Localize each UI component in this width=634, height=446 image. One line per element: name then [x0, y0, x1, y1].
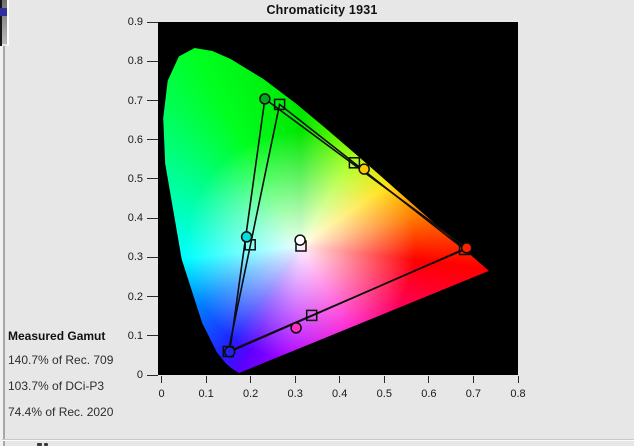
marker-measured-red [460, 242, 473, 254]
marker-reference-yellow [348, 157, 361, 169]
clipped-text-fragment [37, 443, 42, 446]
gamut-pct-rec709: 140.7% of Rec. 709 [8, 353, 114, 367]
y-axis-tick [147, 178, 158, 180]
left-edge-divider [3, 46, 5, 446]
y-axis-tick [147, 256, 158, 258]
measured-gamut-triangle [228, 97, 469, 354]
y-axis-tick [147, 296, 158, 298]
y-tick-label: 0.7 [127, 94, 143, 107]
x-axis-tick [472, 376, 474, 383]
gamut-pct-dcip3: 103.7% of DCi-P3 [8, 379, 105, 393]
y-tick-label: 0.3 [127, 251, 143, 264]
y-axis-tick [147, 217, 158, 219]
left-edge-white-line [7, 0, 9, 46]
y-axis-tick [147, 60, 158, 62]
marker-measured-magenta [290, 322, 302, 334]
y-axis-tick [147, 21, 158, 23]
x-axis-tick [250, 376, 252, 383]
y-tick-label: 0.4 [127, 212, 143, 225]
marker-measured-cyan [240, 231, 253, 243]
gamut-pct-rec2020: 74.4% of Rec. 2020 [8, 405, 114, 419]
chart-title: Chromaticity 1931 [266, 3, 378, 17]
gamut-overlay [222, 93, 473, 358]
x-axis-tick [294, 376, 296, 383]
bottom-divider-highlight [2, 440, 634, 441]
y-tick-label: 0.5 [127, 172, 143, 185]
y-tick-label: 0.9 [127, 16, 143, 28]
x-axis-tick [428, 376, 430, 383]
x-tick-label: 0.4 [332, 388, 348, 400]
reference-gamut-triangle [227, 102, 467, 353]
marker-measured-yellow [358, 163, 370, 175]
x-axis-tick [339, 376, 341, 383]
bottom-divider-shadow [2, 439, 634, 440]
y-axis-tick [147, 374, 158, 376]
marker-measured-white [294, 234, 306, 246]
marker-reference-green [273, 98, 286, 111]
y-tick-label: 0.8 [127, 55, 143, 68]
x-axis-tick [383, 376, 385, 383]
marker-measured-green [259, 93, 271, 105]
marker-measured-blue [223, 346, 236, 358]
y-axis-tick [147, 139, 158, 141]
x-tick-label: 0 [158, 388, 165, 400]
y-tick-label: 0 [136, 369, 143, 381]
y-axis-tick [147, 100, 158, 101]
y-tick-label: 0.6 [127, 133, 143, 146]
x-axis-tick [161, 376, 162, 383]
x-tick-label: 0.7 [465, 388, 482, 400]
x-tick-label: 0.8 [510, 388, 526, 400]
measured-gamut-heading: Measured Gamut [8, 329, 106, 343]
measured-gamut-panel: Measured Gamut 140.7% of Rec. 709 103.7%… [8, 329, 153, 419]
clipped-text-fragment [44, 443, 48, 446]
x-tick-label: 0.5 [376, 388, 392, 400]
x-axis-tick [205, 376, 207, 383]
marker-reference-magenta [305, 309, 318, 322]
chart-plot-area [158, 22, 518, 375]
scrollbar-fragment-track[interactable] [2, 0, 7, 44]
x-tick-label: 0.6 [421, 388, 437, 400]
scrollbar-fragment-thumb[interactable] [0, 8, 7, 16]
x-tick-label: 0.3 [287, 388, 303, 400]
left-edge-highlight [0, 46, 3, 446]
x-axis-tick [517, 376, 519, 383]
x-tick-label: 0.2 [242, 388, 259, 400]
x-tick-label: 0.1 [198, 388, 214, 400]
scrollbar-fragment-dark[interactable] [0, 0, 2, 46]
y-tick-label: 0.2 [127, 290, 143, 303]
